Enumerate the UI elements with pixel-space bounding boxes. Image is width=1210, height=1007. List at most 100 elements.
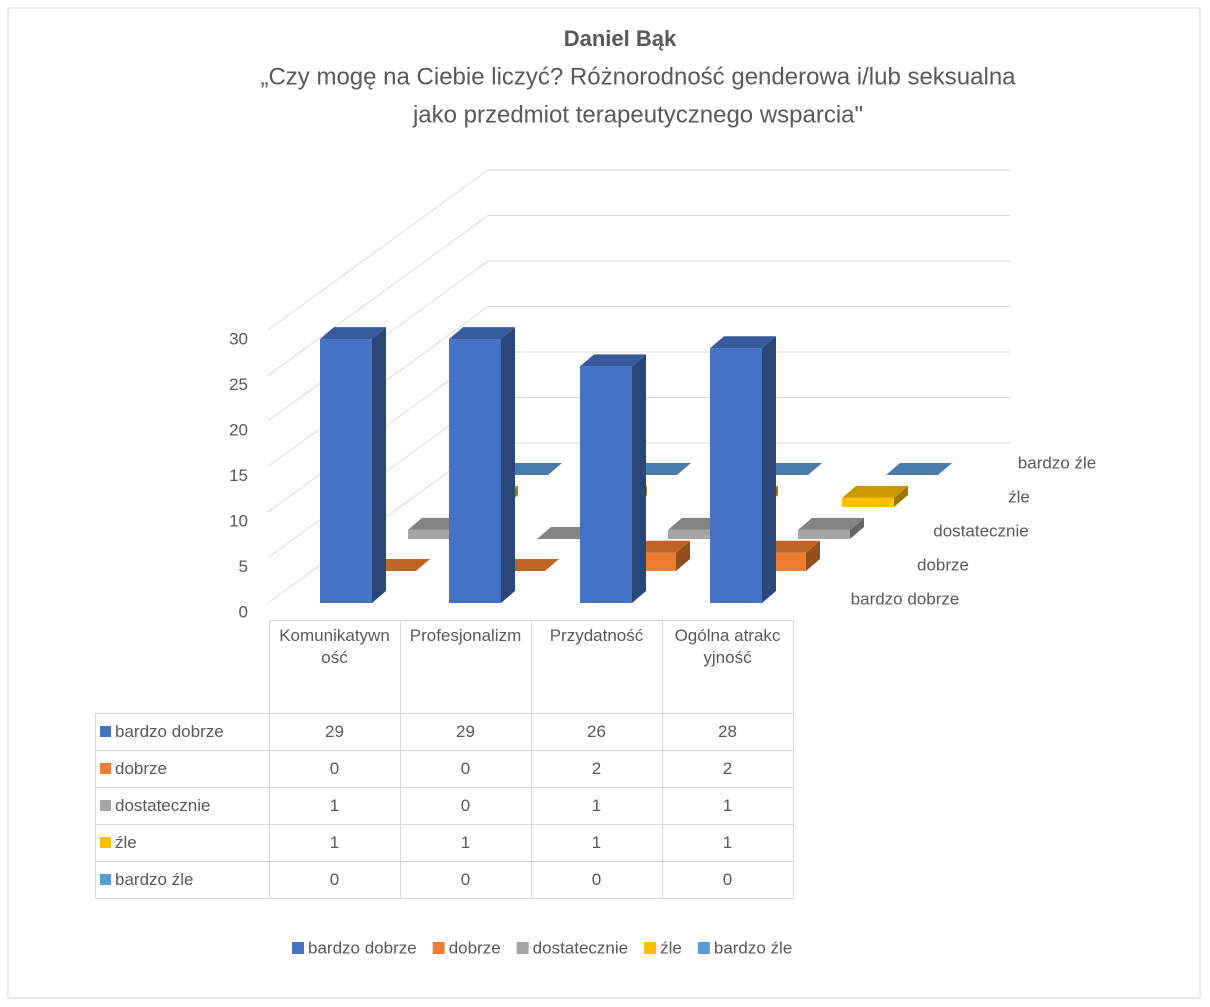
table-value: 29 [268, 713, 401, 751]
y-tick-label: 25 [229, 375, 248, 394]
legend-label: dostatecznie [533, 938, 628, 957]
bar-front [580, 366, 632, 603]
bar-side [676, 540, 690, 571]
bar [798, 517, 864, 539]
table-value: 1 [530, 787, 663, 825]
legend-swatch [100, 800, 111, 811]
depth-axis-label: źle [1008, 487, 1030, 506]
chart-subtitle: „Czy mogę na Ciebie liczyć? Różnorodność… [260, 63, 1016, 90]
series-name: dobrze [115, 759, 167, 778]
y-tick-label: 30 [229, 329, 248, 348]
table-row: bardzo dobrze 29 29 26 28 [95, 713, 794, 751]
bar-top [710, 336, 776, 349]
table-value: 29 [399, 713, 532, 751]
legend-swatch [100, 763, 111, 774]
series-label: dostatecznie [95, 787, 270, 825]
table-value: 1 [268, 824, 401, 862]
bar-top [886, 463, 952, 475]
table-header-row: Komunikatywność Profesjonalizm Przydatność… [96, 620, 794, 714]
bar [320, 327, 386, 603]
table-value: 0 [399, 861, 532, 899]
table-value: 0 [530, 861, 663, 899]
table-value: 0 [399, 750, 532, 788]
bar-front [408, 529, 460, 539]
series-label: dobrze [95, 750, 270, 788]
bar-front [668, 529, 720, 539]
table-row: bardzo źle 0 0 0 0 [95, 861, 794, 899]
bar [449, 327, 515, 603]
series-name: źle [115, 833, 137, 852]
table-value: 1 [399, 824, 532, 862]
table-value: 28 [661, 713, 794, 751]
grid-line [267, 215, 1010, 376]
table-value: 0 [399, 787, 532, 825]
chart-title: Daniel Bąk [564, 26, 677, 51]
bar-top [449, 327, 515, 340]
category-label: Profesjonalizm [399, 620, 532, 714]
bar-front [710, 348, 762, 603]
table-value: 0 [661, 861, 794, 899]
legend-swatch [100, 874, 111, 885]
table-corner [96, 621, 270, 714]
table-value: 1 [661, 787, 794, 825]
bar-side [632, 354, 646, 603]
legend-swatch [516, 942, 529, 954]
bar-front [842, 497, 894, 507]
legend-swatch [292, 942, 304, 954]
bar-front [449, 339, 501, 603]
table-row: dostatecznie 1 0 1 1 [95, 787, 794, 825]
frame [7, 7, 1201, 999]
bar [710, 336, 776, 603]
table-value: 0 [268, 861, 401, 899]
table-value: 26 [530, 713, 663, 751]
bar-top [320, 327, 386, 340]
series-name: bardzo źle [115, 870, 194, 889]
bar-front [320, 339, 372, 603]
bar-side [850, 517, 864, 539]
table-value: 2 [661, 750, 794, 788]
depth-axis-label: bardzo dobrze [851, 589, 960, 608]
bar-side [894, 485, 908, 507]
series-name: dostatecznie [115, 796, 211, 815]
category-label: Przydatność [530, 620, 663, 714]
legend-label: źle [660, 938, 682, 957]
table-value: 0 [268, 750, 401, 788]
bar-side [501, 327, 515, 603]
bar-front [798, 529, 850, 539]
legend-label: bardzo źle [714, 938, 792, 957]
legend-label: bardzo dobrze [308, 938, 417, 957]
bar [886, 463, 952, 475]
series-label: źle [95, 824, 270, 862]
table-row: dobrze 0 0 2 2 [95, 750, 794, 788]
table-row: źle 1 1 1 1 [95, 824, 794, 862]
depth-axis-label: dostatecznie [933, 521, 1028, 540]
y-tick-label: 10 [229, 511, 248, 530]
legend-swatch [697, 942, 710, 954]
y-tick-label: 20 [229, 420, 248, 439]
depth-axis-label: dobrze [917, 555, 969, 574]
bar-side [372, 327, 386, 603]
depth-axis-label: bardzo źle [1018, 453, 1096, 472]
y-tick-label: 15 [229, 466, 248, 485]
series-name: bardzo dobrze [115, 722, 224, 741]
table-value: 1 [268, 787, 401, 825]
series-label: bardzo dobrze [95, 713, 270, 751]
bar-top [842, 485, 908, 498]
grid-line [267, 169, 1010, 331]
chart-subtitle: jako przedmiot terapeutycznego wsparcia" [412, 101, 863, 128]
legend-swatch [100, 726, 111, 737]
bar [580, 354, 646, 603]
category-label: Komunikatywność [268, 620, 401, 714]
table-value: 1 [530, 824, 663, 862]
y-tick-label: 5 [239, 557, 248, 576]
y-tick-label: 0 [239, 602, 248, 621]
legend-label: dobrze [449, 938, 501, 957]
table-value: 1 [661, 824, 794, 862]
bar-side [806, 540, 820, 571]
legend-swatch [644, 942, 657, 954]
category-label: Ogólna atrakcyjność [661, 620, 794, 714]
legend-swatch [432, 942, 445, 954]
bar [842, 485, 908, 507]
